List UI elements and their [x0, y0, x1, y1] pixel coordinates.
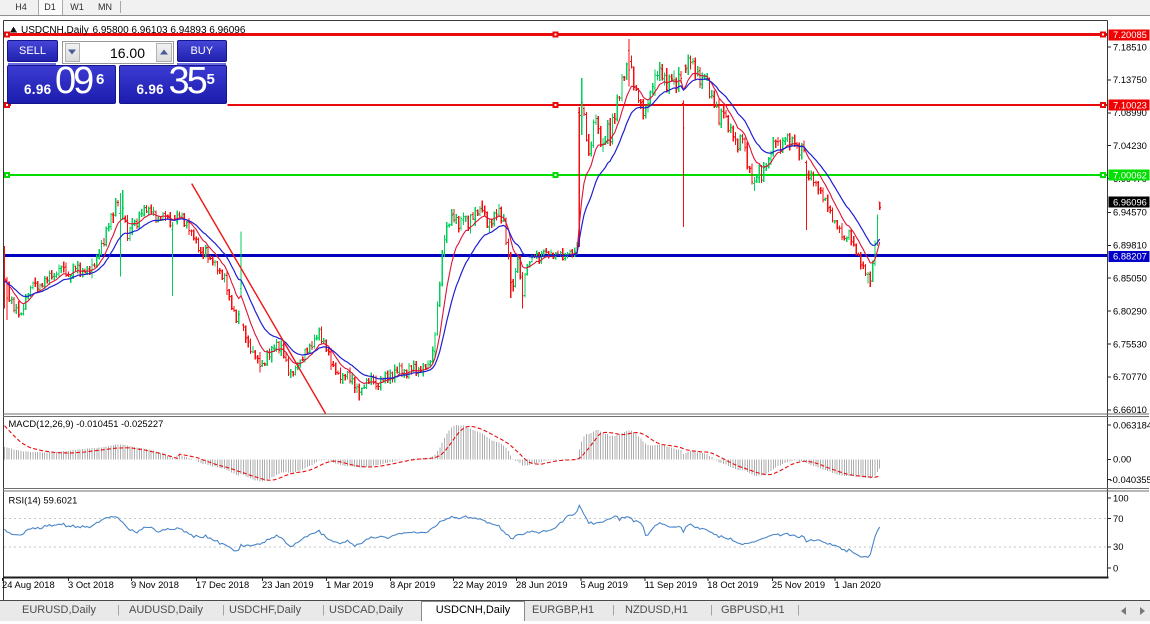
svg-text:6.88207: 6.88207 [1113, 251, 1147, 262]
svg-text:3 Oct 2018: 3 Oct 2018 [68, 579, 114, 590]
svg-text:11 Sep 2019: 11 Sep 2019 [645, 579, 697, 590]
svg-text:USDCNH,Daily: USDCNH,Daily [21, 25, 89, 36]
svg-text:8 Apr 2019: 8 Apr 2019 [390, 579, 435, 590]
svg-text:7.08990: 7.08990 [1113, 107, 1147, 118]
svg-text:17 Dec 2018: 17 Dec 2018 [196, 579, 249, 590]
svg-text:6.75530: 6.75530 [1113, 338, 1147, 349]
svg-text:6.70770: 6.70770 [1113, 371, 1147, 382]
svg-text:30: 30 [1113, 541, 1123, 552]
svg-text:-0.040355: -0.040355 [1110, 474, 1150, 485]
svg-text:7.10023: 7.10023 [1113, 100, 1147, 111]
svg-text:6.85050: 6.85050 [1113, 273, 1147, 284]
svg-text:1 Jan 2020: 1 Jan 2020 [835, 579, 881, 590]
svg-text:22 May 2019: 22 May 2019 [453, 579, 507, 590]
svg-text:1 Mar 2019: 1 Mar 2019 [326, 579, 373, 590]
svg-text:6.80290: 6.80290 [1113, 305, 1147, 316]
svg-text:70: 70 [1113, 513, 1123, 524]
svg-text:18 Oct 2019: 18 Oct 2019 [707, 579, 758, 590]
svg-text:RSI(14) 59.6021: RSI(14) 59.6021 [9, 495, 78, 506]
svg-text:6.89810: 6.89810 [1113, 240, 1147, 251]
svg-text:7.20085: 7.20085 [1113, 29, 1147, 40]
svg-text:6.95800 6.96103 6.94893 6.9609: 6.95800 6.96103 6.94893 6.96096 [93, 25, 246, 36]
svg-text:0.00: 0.00 [1113, 454, 1131, 465]
svg-text:7.00062: 7.00062 [1113, 169, 1147, 180]
svg-text:7.18510: 7.18510 [1113, 41, 1147, 52]
svg-text:MACD(12,26,9) -0.010451 -0.025: MACD(12,26,9) -0.010451 -0.025227 [9, 418, 164, 429]
svg-text:6.94570: 6.94570 [1113, 207, 1147, 218]
svg-text:9 Nov 2018: 9 Nov 2018 [131, 579, 179, 590]
svg-text:0.063184: 0.063184 [1113, 419, 1150, 430]
svg-text:23 Jan 2019: 23 Jan 2019 [262, 579, 314, 590]
svg-text:100: 100 [1113, 492, 1129, 503]
svg-text:0: 0 [1113, 562, 1118, 573]
svg-text:24 Aug 2018: 24 Aug 2018 [2, 579, 55, 590]
svg-text:25 Nov 2019: 25 Nov 2019 [772, 579, 825, 590]
svg-text:28 Jun 2019: 28 Jun 2019 [516, 579, 568, 590]
svg-text:7.04230: 7.04230 [1113, 140, 1147, 151]
svg-text:6.96096: 6.96096 [1113, 196, 1147, 207]
svg-text:7.13750: 7.13750 [1113, 74, 1147, 85]
svg-text:6.66010: 6.66010 [1113, 404, 1147, 415]
svg-text:5 Aug 2019: 5 Aug 2019 [581, 579, 628, 590]
